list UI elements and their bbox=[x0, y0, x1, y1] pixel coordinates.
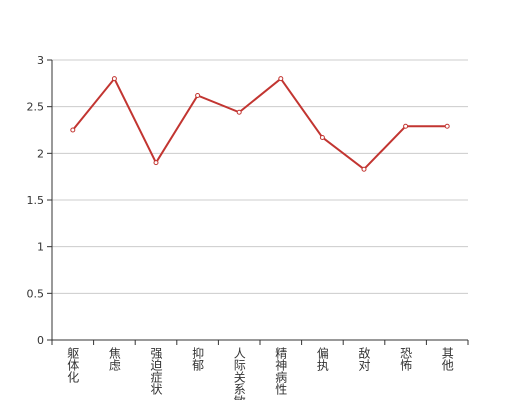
point bbox=[403, 123, 409, 129]
x-tick-label: 强迫症状 bbox=[149, 347, 163, 395]
y-tick-label: 3 bbox=[37, 54, 44, 67]
x-tick-label: 精神病性 bbox=[274, 347, 288, 396]
point bbox=[361, 166, 367, 172]
point bbox=[195, 92, 201, 98]
x-tick-label: 抑郁 bbox=[191, 346, 205, 372]
x-tick-label: 焦虑 bbox=[107, 347, 121, 371]
y-tick-label: 0.5 bbox=[27, 287, 45, 300]
point bbox=[444, 123, 450, 129]
point bbox=[153, 160, 159, 166]
y-tick-label: 2 bbox=[37, 147, 44, 160]
x-tick-label: 人际关系敏感 bbox=[232, 347, 246, 400]
x-tick-label: 敌对 bbox=[357, 346, 371, 371]
y-tick-label: 1 bbox=[37, 241, 44, 254]
point bbox=[278, 76, 284, 82]
x-tick-label: 其他 bbox=[440, 347, 454, 371]
y-tick-label: 1.5 bbox=[27, 194, 45, 207]
point bbox=[111, 76, 117, 82]
x-tick-label: 躯体化 bbox=[66, 346, 80, 384]
y-tick-label: 0 bbox=[37, 334, 44, 347]
point bbox=[70, 127, 76, 133]
x-tick-label: 偏执 bbox=[315, 346, 329, 372]
x-tick-label: 恐怖 bbox=[399, 347, 413, 371]
point bbox=[319, 134, 325, 140]
line bbox=[72, 76, 448, 171]
y-tick-label: 2.5 bbox=[27, 101, 45, 114]
point bbox=[236, 109, 242, 115]
